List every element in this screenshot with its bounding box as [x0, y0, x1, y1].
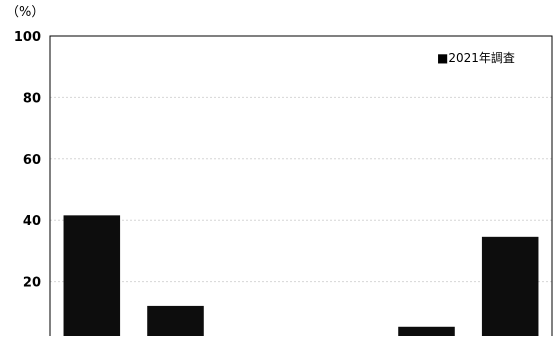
y-tick-label-20: 20 — [23, 276, 41, 291]
y-tick-label-60: 60 — [23, 153, 41, 168]
y-tick-label-100: 100 — [14, 30, 41, 45]
bars — [63, 215, 539, 341]
y-axis-tick-labels: 020406080100 — [14, 30, 41, 341]
bar-6 — [481, 236, 539, 341]
y-tick-label-80: 80 — [23, 91, 41, 106]
grid — [50, 96, 552, 283]
bar-5 — [398, 326, 455, 341]
plot-frame — [49, 35, 553, 341]
y-axis-title: （%） — [6, 5, 44, 20]
y-tick-label-40: 40 — [23, 214, 41, 229]
legend-entry: ■2021年調査 — [437, 51, 515, 65]
bar-1 — [63, 215, 121, 341]
bar-2 — [147, 305, 204, 341]
